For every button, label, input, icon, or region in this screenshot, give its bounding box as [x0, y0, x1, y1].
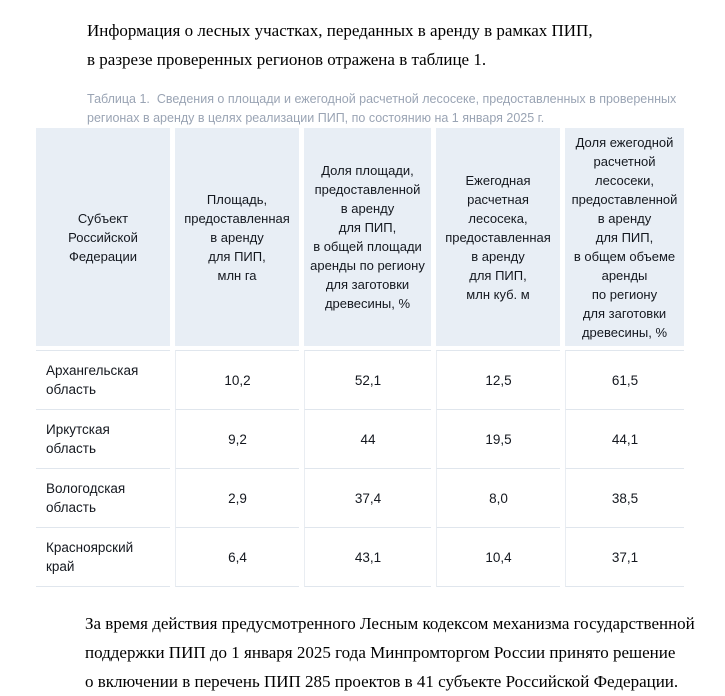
region-cell: Вологодская область — [36, 468, 170, 527]
header-row: Субъект Российской Федерации Площадь, пр… — [36, 128, 684, 350]
value-cell: 52,1 — [304, 350, 431, 409]
data-table: Субъект Российской Федерации Площадь, пр… — [31, 128, 689, 587]
caption-line-1: Таблица 1. Сведения о площади и ежегодно… — [87, 92, 677, 106]
value-cell: 43,1 — [304, 527, 431, 587]
caption-line-2: регионах в аренду в целях реализации ПИП… — [87, 111, 545, 125]
region-cell: Красноярский край — [36, 527, 170, 587]
value-cell: 38,5 — [565, 468, 684, 527]
table-row: Архангельская область 10,2 52,1 12,5 61,… — [36, 350, 684, 409]
value-cell: 37,1 — [565, 527, 684, 587]
value-cell: 10,2 — [175, 350, 299, 409]
table-body: Архангельская область 10,2 52,1 12,5 61,… — [36, 350, 684, 587]
table-row: Красноярский край 6,4 43,1 10,4 37,1 — [36, 527, 684, 587]
header-cell-cutting-share: Доля ежегодной расчетной лесосеки, предо… — [565, 128, 684, 350]
table-row: Иркутская область 9,2 44 19,5 44,1 — [36, 409, 684, 468]
table-row: Вологодская область 2,9 37,4 8,0 38,5 — [36, 468, 684, 527]
value-cell: 9,2 — [175, 409, 299, 468]
table-header: Субъект Российской Федерации Площадь, пр… — [36, 128, 684, 350]
value-cell: 8,0 — [436, 468, 560, 527]
value-cell: 44 — [304, 409, 431, 468]
region-cell: Иркутская область — [36, 409, 170, 468]
value-cell: 10,4 — [436, 527, 560, 587]
closing-paragraph: За время действия предусмотренного Лесны… — [0, 587, 725, 696]
value-cell: 6,4 — [175, 527, 299, 587]
header-cell-area-share: Доля площади, предоставленной в аренду д… — [304, 128, 431, 350]
value-cell: 12,5 — [436, 350, 560, 409]
value-cell: 44,1 — [565, 409, 684, 468]
header-cell-area: Площадь, предоставленная в аренду для ПИ… — [175, 128, 299, 350]
table-caption: Таблица 1. Сведения о площади и ежегодно… — [87, 90, 725, 128]
header-cell-cutting-volume: Ежегодная расчетная лесосека, предоставл… — [436, 128, 560, 350]
closing-line-2: поддержки ПИП до 1 января 2025 года Минп… — [85, 643, 676, 662]
value-cell: 61,5 — [565, 350, 684, 409]
closing-line-3: о включении в перечень ПИП 285 проектов … — [85, 672, 679, 691]
region-cell: Архангельская область — [36, 350, 170, 409]
intro-paragraph: Информация о лесных участках, переданных… — [0, 0, 725, 74]
closing-line-1: За время действия предусмотренного Лесны… — [85, 614, 695, 633]
intro-line-1: Информация о лесных участках, переданных… — [87, 21, 593, 40]
value-cell: 2,9 — [175, 468, 299, 527]
header-cell-subject: Субъект Российской Федерации — [36, 128, 170, 350]
value-cell: 37,4 — [304, 468, 431, 527]
value-cell: 19,5 — [436, 409, 560, 468]
intro-line-2: в разрезе проверенных регионов отражена … — [87, 50, 487, 69]
